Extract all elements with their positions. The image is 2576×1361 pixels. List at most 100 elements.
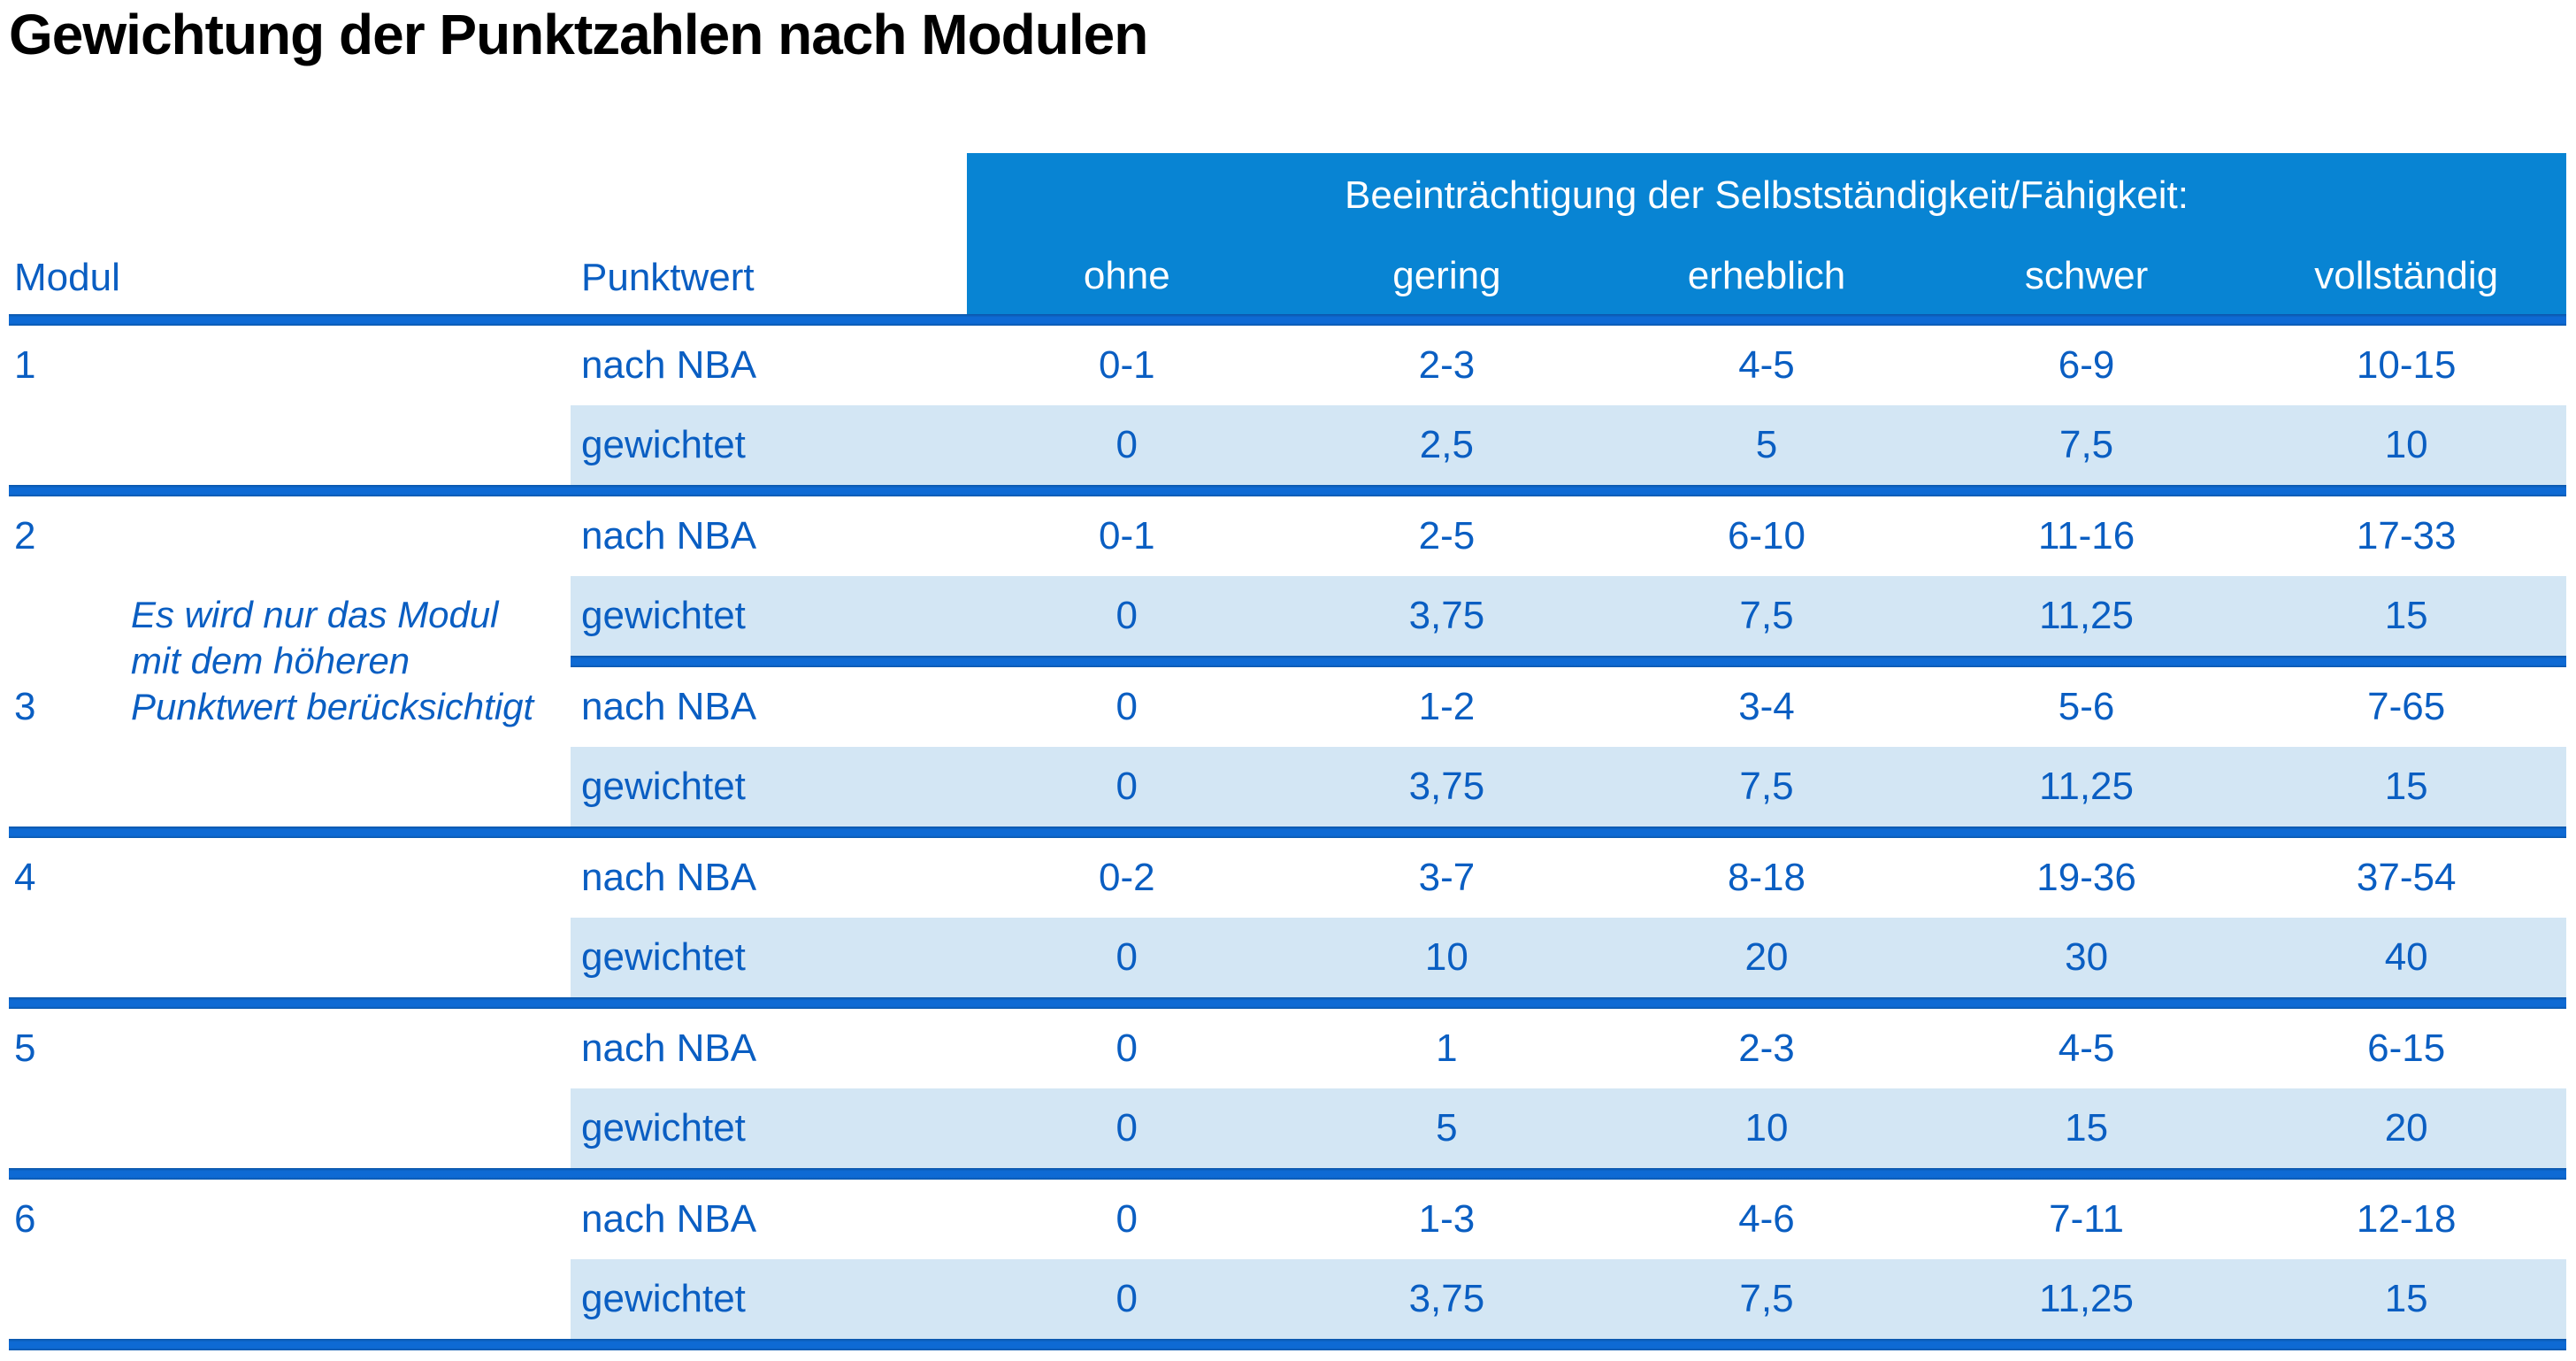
value-cell: 7,5 [1606, 576, 1927, 656]
module-3-weighted-row: gewichtet 0 3,75 7,5 11,25 15 [0, 747, 2566, 827]
value-cell: 15 [2246, 1259, 2566, 1339]
module-6-nba-row: 6 nach NBA 0 1-3 4-6 7-11 12-18 [0, 1180, 2566, 1259]
module-number-empty [0, 1088, 571, 1168]
module-2-weighted-row: gewichtet 0 3,75 7,5 11,25 15 [0, 576, 2566, 656]
severity-header-block: Beeinträchtigung der Selbstständigkeit/F… [967, 153, 2566, 314]
value-cell: 7,5 [1926, 405, 2247, 485]
value-cell: 1-2 [1418, 685, 1476, 728]
value-cell: 0 [967, 576, 1287, 656]
value-cell: 3-4 [1738, 685, 1795, 728]
value-cell: 0-2 [1099, 856, 1155, 899]
value-cell: 0 [967, 1088, 1287, 1168]
table-header-row: Modul Punktwert Beeinträchtigung der Sel… [0, 153, 2566, 314]
severity-label-ohne: ohne [1083, 253, 1170, 297]
value-cell: 7-11 [2049, 1197, 2124, 1241]
module-4-nba-row: 4 nach NBA 0-2 3-7 8-18 19-36 37-54 [0, 838, 2566, 918]
module-3-nba-row: 3 nach NBA 0 1-2 3-4 5-6 7-65 [0, 667, 2566, 747]
module-6-weighted-row: gewichtet 0 3,75 7,5 11,25 15 [0, 1259, 2566, 1339]
row-label-gewichtet: gewichtet [571, 576, 967, 656]
row-label-nba: nach NBA [581, 685, 757, 728]
value-cell: 10 [1286, 918, 1607, 997]
value-cell: 5 [1606, 405, 1927, 485]
module-number: 2 [14, 514, 36, 557]
module-number-empty [0, 405, 571, 485]
value-cell: 3,75 [1286, 747, 1607, 827]
module-number: 6 [14, 1197, 36, 1241]
value-cell: 6-10 [1727, 514, 1806, 557]
module-2-3-block: 2 nach NBA 0-1 2-5 6-10 11-16 17-33 gewi… [0, 496, 2566, 827]
value-cell: 19-36 [2036, 856, 2136, 899]
separator-line [9, 827, 2566, 838]
value-cell: 1 [1436, 1027, 1458, 1070]
module-number: 3 [14, 685, 36, 728]
value-cell: 0 [1116, 1027, 1138, 1070]
value-cell: 6-9 [2058, 343, 2115, 387]
value-cell: 2-5 [1418, 514, 1476, 557]
value-cell: 7,5 [1606, 1259, 1927, 1339]
severity-label-schwer: schwer [2024, 253, 2149, 297]
severity-label-erheblich: erheblich [1687, 253, 1846, 297]
module-1-weighted-row: gewichtet 0 2,5 5 7,5 10 [0, 405, 2566, 485]
value-cell: 3,75 [1286, 576, 1607, 656]
row-label-nba: nach NBA [581, 1197, 757, 1241]
value-cell: 12-18 [2356, 1197, 2457, 1241]
severity-levels-row: ohne gering erheblich schwer vollständig [967, 237, 2566, 314]
value-cell: 0 [967, 1259, 1287, 1339]
severity-label-vollstaendig: vollständig [2314, 253, 2499, 297]
value-cell: 5 [1286, 1088, 1607, 1168]
module-number: 4 [14, 856, 36, 899]
severity-label-gering: gering [1392, 253, 1501, 297]
row-label-gewichtet: gewichtet [571, 747, 967, 827]
note-line: Punktwert berücksichtigt [131, 686, 534, 727]
column-header-punktwert: Punktwert [581, 256, 755, 299]
value-cell: 4-5 [1738, 343, 1795, 387]
value-cell: 3,75 [1286, 1259, 1607, 1339]
value-cell: 2-3 [1738, 1027, 1795, 1070]
row-label-nba: nach NBA [581, 1027, 757, 1070]
module-5-weighted-row: gewichtet 0 5 10 15 20 [0, 1088, 2566, 1168]
value-cell: 17-33 [2356, 514, 2457, 557]
module-number-empty [0, 1259, 571, 1339]
row-label-nba: nach NBA [581, 343, 757, 387]
value-cell: 20 [1606, 918, 1927, 997]
value-cell: 4-6 [1738, 1197, 1795, 1241]
value-cell: 30 [1926, 918, 2247, 997]
value-cell: 4-5 [2058, 1027, 2115, 1070]
value-cell: 7-65 [2367, 685, 2446, 728]
value-cell: 6-15 [2367, 1027, 2446, 1070]
value-cell: 11-16 [2037, 514, 2135, 557]
module-1-nba-row: 1 nach NBA 0-1 2-3 4-5 6-9 10-15 [0, 326, 2566, 405]
module-2-nba-row: 2 nach NBA 0-1 2-5 6-10 11-16 17-33 [0, 496, 2566, 576]
value-cell: 7,5 [1606, 747, 1927, 827]
value-cell: 0 [1116, 1197, 1138, 1241]
value-cell: 2-3 [1418, 343, 1476, 387]
column-header-modul: Modul [14, 256, 120, 299]
value-cell: 11,25 [1926, 1259, 2247, 1339]
module-4-weighted-row: gewichtet 0 10 20 30 40 [0, 918, 2566, 997]
row-label-nba: nach NBA [581, 514, 757, 557]
separator-line [9, 1339, 2566, 1350]
separator-line [9, 314, 2566, 326]
value-cell: 20 [2246, 1088, 2566, 1168]
value-cell: 15 [2246, 747, 2566, 827]
separator-line [9, 485, 2566, 496]
row-label-nba: nach NBA [581, 856, 757, 899]
value-cell: 10-15 [2356, 343, 2457, 387]
module-number-empty [0, 918, 571, 997]
separator-line [9, 997, 2566, 1009]
note-line: mit dem höheren [131, 640, 410, 681]
value-cell: 2,5 [1286, 405, 1607, 485]
module-number: 5 [14, 1027, 36, 1070]
module-number: 1 [14, 343, 36, 387]
module-number-empty [0, 747, 571, 827]
value-cell: 1-3 [1418, 1197, 1476, 1241]
module-2-3-note: Es wird nur das Modul mit dem höheren Pu… [131, 592, 533, 730]
separator-line [9, 1168, 2566, 1180]
value-cell: 8-18 [1727, 856, 1806, 899]
value-cell: 3-7 [1418, 856, 1476, 899]
value-cell: 40 [2246, 918, 2566, 997]
value-cell: 0 [967, 918, 1287, 997]
value-cell: 0-1 [1099, 514, 1155, 557]
page-title: Gewichtung der Punktzahlen nach Modulen [9, 3, 1148, 66]
